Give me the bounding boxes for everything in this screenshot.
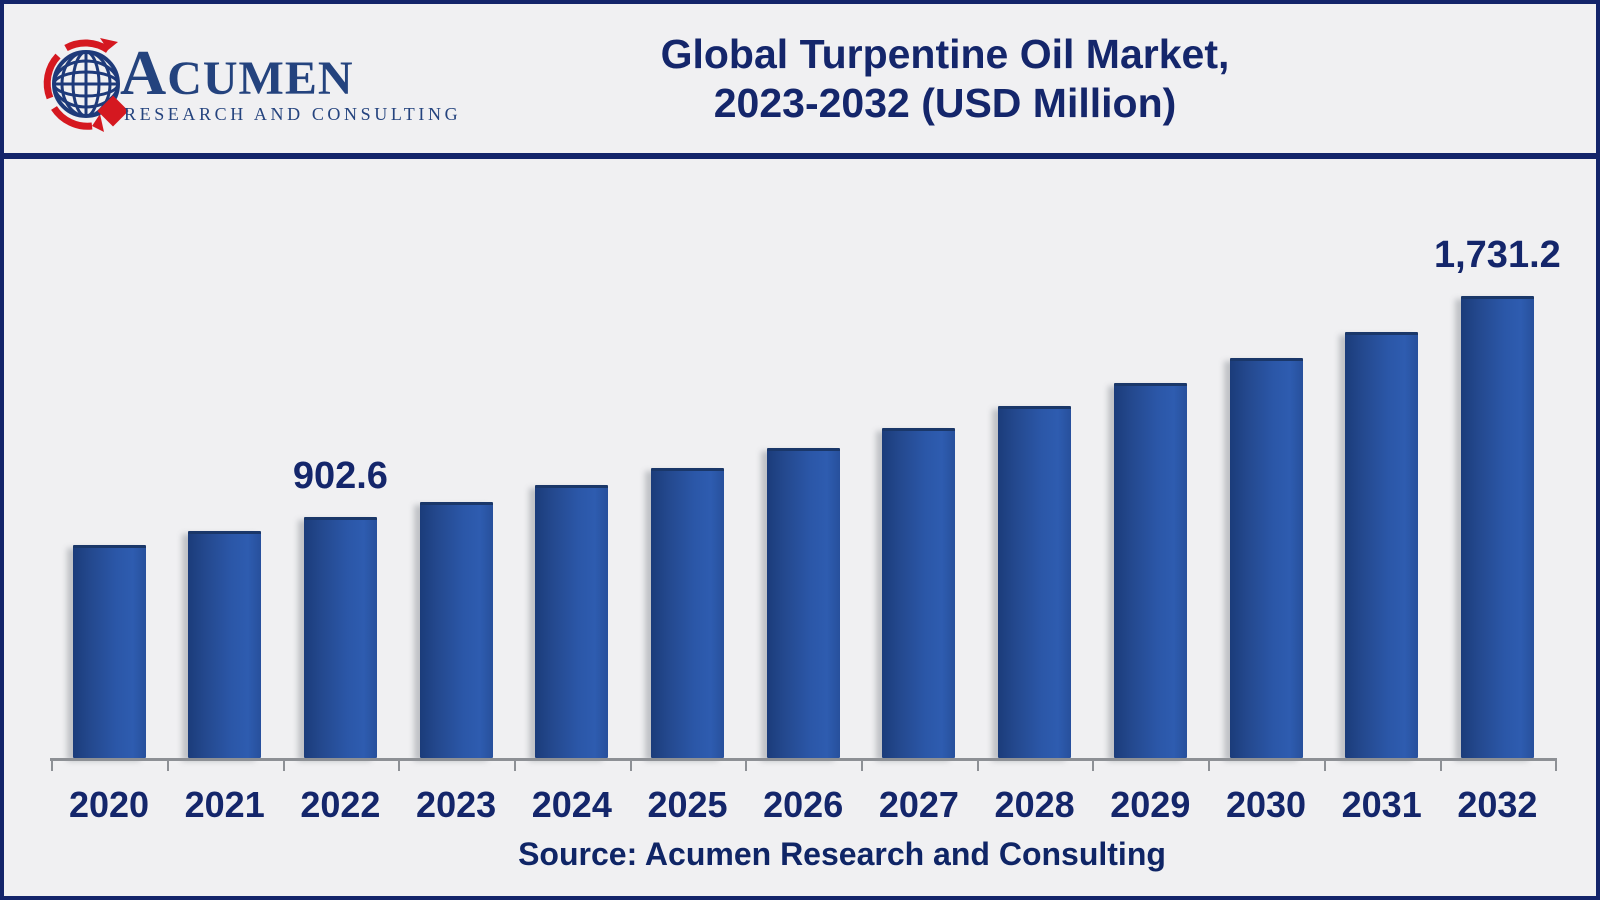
year-label-2031: 2031: [1341, 784, 1422, 825]
year-label-2027: 2027: [878, 784, 959, 825]
x-axis-tick: [745, 758, 748, 771]
acumen-logo: ACUMEN RESEARCH AND CONSULTING: [34, 30, 458, 140]
bar-2031: [1345, 331, 1419, 758]
year-label-2029: 2029: [1110, 784, 1191, 825]
x-axis-tick: [1208, 758, 1211, 771]
x-axis-tick: [1439, 758, 1442, 771]
x-axis-tick: [51, 758, 54, 771]
bar-2032: [1460, 296, 1534, 758]
chart-title-line2: 2023-2032 (USD Million): [713, 80, 1177, 126]
bar-2024: [535, 485, 609, 758]
bar-2028: [998, 406, 1072, 758]
x-axis-tick: [1092, 758, 1095, 771]
bar-2027: [882, 427, 956, 758]
source-caption: Source: Acumen Research and Consulting: [518, 836, 1166, 872]
value-label-2022: 902.6: [292, 455, 388, 498]
header: ACUMEN RESEARCH AND CONSULTING Global Tu…: [4, 4, 1596, 152]
x-axis-tick: [398, 758, 401, 771]
bar-2023: [419, 501, 493, 758]
bar-2021: [188, 531, 262, 758]
x-axis-tick: [1555, 758, 1558, 771]
year-label-2023: 2023: [416, 784, 497, 825]
year-label-2024: 2024: [531, 784, 612, 825]
year-label-2021: 2021: [184, 784, 265, 825]
year-label-2022: 2022: [300, 784, 381, 825]
year-label-2020: 2020: [68, 784, 150, 825]
chart-title: Global Turpentine Oil Market, 2023-2032 …: [364, 30, 1526, 128]
bar-chart: 2020 2021 2022 902.6 2023 2024 2025 2026 2027 202…: [4, 159, 1596, 896]
header-separator: [4, 153, 1596, 159]
year-label-2025: 2025: [647, 784, 728, 825]
chart-title-line1: Global Turpentine Oil Market,: [660, 31, 1230, 77]
year-label-2032: 2032: [1457, 784, 1538, 825]
x-axis-tick: [282, 758, 285, 771]
x-axis-tick: [513, 758, 516, 771]
bar-2025: [651, 467, 724, 758]
brand-name: ACUMEN: [120, 37, 354, 108]
x-axis-tick: [629, 758, 632, 771]
x-axis-tick: [166, 758, 169, 771]
x-axis-tick: [1323, 758, 1326, 771]
year-label-2030: 2030: [1225, 784, 1307, 825]
value-label-2032: 1,731.2: [1433, 234, 1561, 276]
year-label-2026: 2026: [763, 784, 844, 825]
bar-2030: [1229, 358, 1303, 758]
bar-2029: [1113, 383, 1187, 758]
bar-2022: [303, 517, 377, 758]
year-label-2028: 2028: [994, 784, 1075, 825]
brand-tagline: RESEARCH AND CONSULTING: [124, 104, 462, 124]
brand-text: ACUMEN RESEARCH AND CONSULTING: [120, 36, 461, 125]
bar-2020: [72, 544, 146, 758]
x-axis-line: [50, 758, 1556, 761]
bar-2026: [766, 448, 840, 758]
globe-icon: [43, 38, 129, 132]
x-axis-tick: [861, 758, 864, 771]
x-axis-tick: [976, 758, 979, 771]
